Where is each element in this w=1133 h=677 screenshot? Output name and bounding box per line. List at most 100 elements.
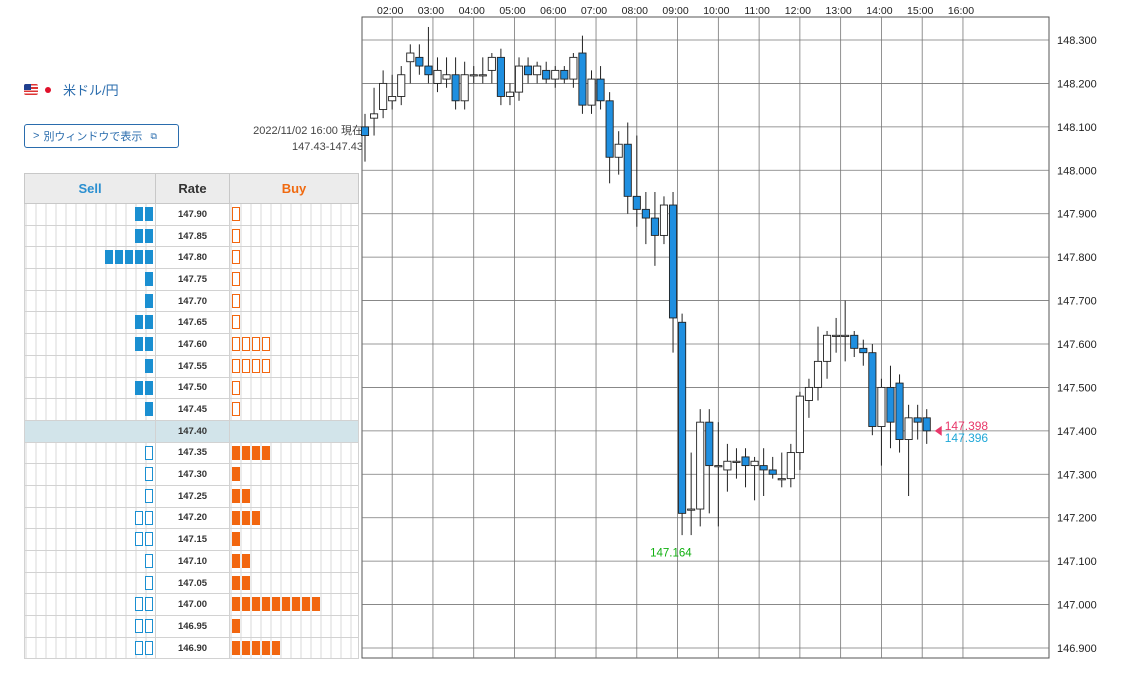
- sell-cell: [24, 289, 156, 313]
- y-axis-labels: 148.300 148.200 148.100 148.000 147.900 147.8…: [1057, 35, 1097, 655]
- buy-bar: [232, 358, 270, 373]
- candle-body: [841, 334, 850, 337]
- sell-unit: [145, 467, 153, 482]
- candle-body: [496, 56, 505, 97]
- candle-body: [614, 143, 623, 158]
- rate-cell: 147.00: [155, 593, 230, 617]
- sell-bar: [135, 337, 153, 352]
- x-tick-label: 16:00: [948, 5, 974, 17]
- book-row: 147.65: [24, 311, 359, 335]
- ask-price-label: 147.398: [945, 419, 989, 433]
- candle-body: [922, 417, 931, 432]
- x-tick-label: 07:00: [581, 5, 607, 17]
- rate-cell: 147.45: [155, 398, 230, 421]
- book-row: 147.15: [24, 528, 359, 551]
- sell-unit: [135, 619, 143, 634]
- sell-cell: [24, 419, 156, 443]
- sell-cell: [24, 528, 156, 551]
- book-row: 147.00: [24, 593, 359, 617]
- book-row: 147.55: [24, 354, 359, 378]
- candle-body: [551, 69, 560, 80]
- buy-cell: [229, 528, 359, 551]
- rate-cell: 147.10: [155, 550, 230, 573]
- buy-unit: [252, 358, 260, 373]
- sell-cell: [24, 636, 156, 660]
- rate-cell: 147.60: [155, 333, 230, 356]
- rate-range: 147.43-147.43: [292, 141, 363, 153]
- candle-body: [406, 52, 415, 63]
- sell-unit: [145, 293, 153, 308]
- sell-bar: [135, 380, 153, 395]
- sell-cell: [24, 246, 156, 270]
- x-tick-label: 06:00: [540, 5, 566, 17]
- x-tick-label: 14:00: [866, 5, 892, 17]
- candle-body: [505, 91, 515, 97]
- y-tick-label: 147.100: [1057, 556, 1097, 568]
- x-tick-label: 11:00: [744, 5, 770, 17]
- sell-unit: [145, 358, 153, 373]
- rate-cell: 147.35: [155, 441, 230, 465]
- buy-cell: [229, 419, 359, 443]
- sell-unit: [135, 337, 143, 352]
- buy-unit: [262, 337, 270, 352]
- buy-unit: [252, 640, 260, 655]
- y-tick-label: 147.800: [1057, 252, 1097, 264]
- sell-cell: [24, 203, 156, 226]
- candle-body: [487, 56, 496, 71]
- candle-body: [904, 417, 913, 440]
- rate-cell: 147.15: [155, 528, 230, 551]
- buy-unit: [232, 293, 240, 308]
- buy-unit: [232, 554, 240, 568]
- sell-bar: [135, 619, 153, 634]
- sell-bar: [135, 207, 153, 221]
- y-tick-label: 148.100: [1057, 122, 1097, 134]
- plot-area: [361, 16, 1050, 659]
- sell-unit: [145, 207, 153, 221]
- sell-unit: [115, 250, 123, 265]
- low-price-label: 147.164: [650, 547, 692, 559]
- buy-bar: [232, 337, 270, 352]
- buy-bar: [232, 554, 250, 568]
- candle-body: [877, 386, 886, 427]
- buy-cell: [229, 203, 359, 226]
- y-tick-label: 147.700: [1057, 296, 1097, 308]
- buy-bar: [232, 575, 250, 590]
- rate-cell: 147.50: [155, 376, 230, 400]
- book-row: 147.80: [24, 246, 359, 270]
- buy-unit: [232, 380, 240, 395]
- buy-cell: [229, 571, 359, 595]
- buy-cell: [229, 376, 359, 400]
- sell-bar: [135, 597, 153, 612]
- x-tick-label: 03:00: [418, 5, 444, 17]
- buy-cell: [229, 224, 359, 248]
- sell-bar: [145, 575, 153, 590]
- sell-unit: [135, 532, 143, 547]
- buy-bar: [232, 207, 240, 221]
- sell-unit: [135, 597, 143, 612]
- buy-cell: [229, 289, 359, 313]
- x-tick-label: 15:00: [907, 5, 933, 17]
- sell-unit: [105, 250, 113, 265]
- buy-bar: [232, 228, 240, 243]
- x-axis-labels: 02:00 03:00 04:00 05:00 06:00 07:00 08:00 09:00…: [377, 5, 974, 17]
- sell-cell: [24, 484, 156, 508]
- buy-unit: [232, 510, 240, 525]
- buy-unit: [232, 488, 240, 503]
- buy-bar: [232, 532, 240, 547]
- candle-body: [560, 69, 569, 80]
- candle-body: [632, 195, 641, 210]
- sell-cell: [24, 311, 156, 335]
- update-timestamp: 2022/11/02 16:00 現在: [253, 125, 363, 137]
- sell-cell: [24, 333, 156, 356]
- candle-body: [433, 69, 442, 84]
- candle-body: [415, 56, 424, 67]
- sell-unit: [145, 250, 153, 265]
- buy-unit: [262, 445, 270, 460]
- book-row: 146.90: [24, 636, 359, 660]
- candle-body: [596, 78, 605, 102]
- sell-unit: [135, 250, 143, 265]
- sell-unit: [145, 380, 153, 395]
- open-new-window-button[interactable]: > 別ウィンドウで表示 ⧉: [24, 124, 179, 148]
- sell-unit: [135, 315, 143, 330]
- sell-bar: [105, 250, 153, 265]
